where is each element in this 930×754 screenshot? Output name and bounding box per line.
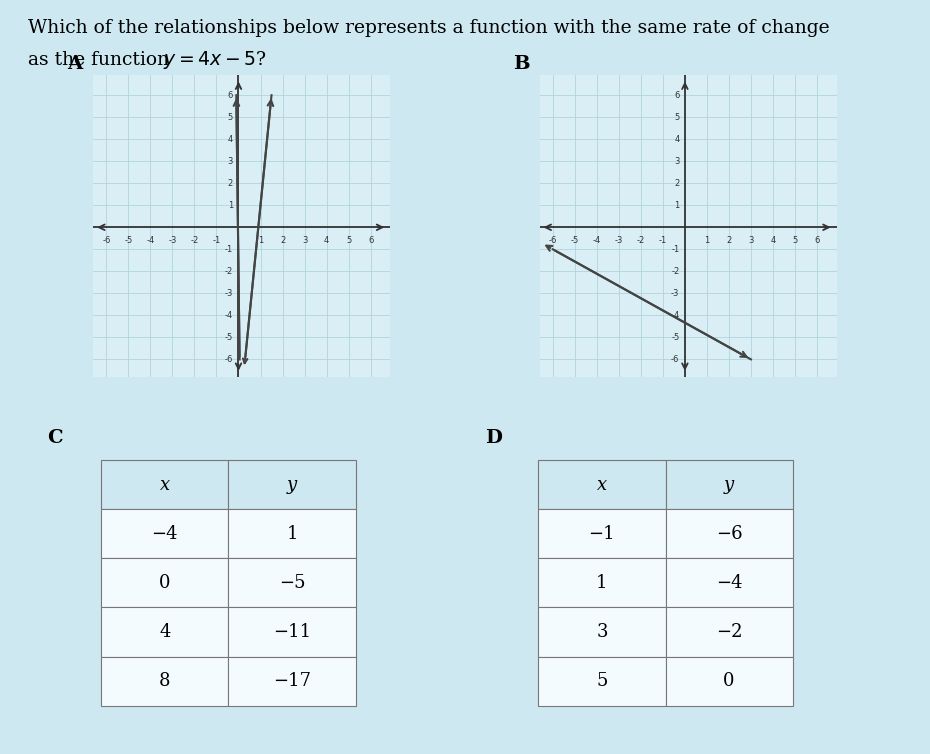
Text: −11: −11 [273,623,311,641]
Bar [101,559,229,608]
Bar [538,460,666,510]
Text: −4: −4 [716,574,742,592]
Text: 3: 3 [749,236,753,245]
Text: 4: 4 [770,236,776,245]
Bar [229,510,355,559]
Text: 2: 2 [228,179,233,188]
Text: $y = 4x - 5$?: $y = 4x - 5$? [164,49,267,72]
Text: 6: 6 [815,236,819,245]
Text: 3: 3 [674,157,680,166]
Text: 5: 5 [228,113,233,121]
Text: Which of the relationships below represents a function with the same rate of cha: Which of the relationships below represe… [28,19,830,37]
Text: 4: 4 [228,135,233,144]
Text: -2: -2 [671,267,680,276]
Text: 3: 3 [228,157,233,166]
Text: −2: −2 [716,623,742,641]
Text: 4: 4 [159,623,170,641]
Text: 6: 6 [228,90,233,100]
Bar [101,608,229,657]
Text: 6: 6 [674,90,680,100]
Text: -3: -3 [671,289,680,298]
Text: 8: 8 [159,672,170,690]
Text: as the function: as the function [28,51,175,69]
Text: -1: -1 [212,236,220,245]
Bar [229,657,355,706]
Text: 6: 6 [368,236,373,245]
Bar [666,608,792,657]
Bar [666,559,792,608]
Text: -4: -4 [671,311,680,320]
Bar [538,510,666,559]
Bar [666,657,792,706]
Bar [229,559,355,608]
Text: -6: -6 [549,236,557,245]
Text: 0: 0 [724,672,735,690]
Text: 0: 0 [159,574,170,592]
Text: 4: 4 [324,236,329,245]
Bar [538,608,666,657]
Text: -5: -5 [225,333,233,342]
Text: 1: 1 [228,201,233,210]
Text: -2: -2 [225,267,233,276]
Text: 5: 5 [346,236,352,245]
Bar [538,657,666,706]
Text: -2: -2 [191,236,199,245]
Text: -1: -1 [225,245,233,254]
Text: 1: 1 [596,574,607,592]
Text: -3: -3 [168,236,177,245]
Text: 1: 1 [674,201,680,210]
Bar [229,460,355,510]
Text: 2: 2 [726,236,732,245]
Bar [666,510,792,559]
Text: -2: -2 [637,236,645,245]
Text: C: C [47,428,63,446]
Text: 3: 3 [302,236,307,245]
Text: −1: −1 [589,525,616,543]
Text: 2: 2 [674,179,680,188]
Text: -1: -1 [671,245,680,254]
Text: B: B [513,55,530,73]
Bar [101,657,229,706]
Text: -1: -1 [658,236,667,245]
Text: -5: -5 [125,236,133,245]
Text: y: y [287,476,297,494]
Text: −6: −6 [716,525,742,543]
Text: 1: 1 [704,236,710,245]
Text: -6: -6 [225,355,233,364]
Text: D: D [485,428,501,446]
Bar [229,608,355,657]
Text: -6: -6 [102,236,111,245]
Text: -5: -5 [671,333,680,342]
Text: −4: −4 [152,525,178,543]
Text: x: x [160,476,170,494]
Text: -5: -5 [571,236,579,245]
Text: 1: 1 [286,525,298,543]
Text: y: y [724,476,734,494]
Text: −5: −5 [279,574,305,592]
Text: 3: 3 [596,623,607,641]
Bar [101,510,229,559]
Text: -4: -4 [146,236,154,245]
Text: -6: -6 [671,355,680,364]
Text: 5: 5 [596,672,607,690]
Text: A: A [67,55,82,73]
Text: -4: -4 [225,311,233,320]
Text: 1: 1 [258,236,263,245]
Text: 2: 2 [280,236,286,245]
Bar [101,460,229,510]
Text: -3: -3 [615,236,623,245]
Text: x: x [597,476,607,494]
Text: 5: 5 [674,113,680,121]
Text: −17: −17 [273,672,311,690]
Text: 4: 4 [674,135,680,144]
Text: -4: -4 [592,236,601,245]
Bar [666,460,792,510]
Text: -3: -3 [225,289,233,298]
Bar [538,559,666,608]
Text: 5: 5 [792,236,798,245]
